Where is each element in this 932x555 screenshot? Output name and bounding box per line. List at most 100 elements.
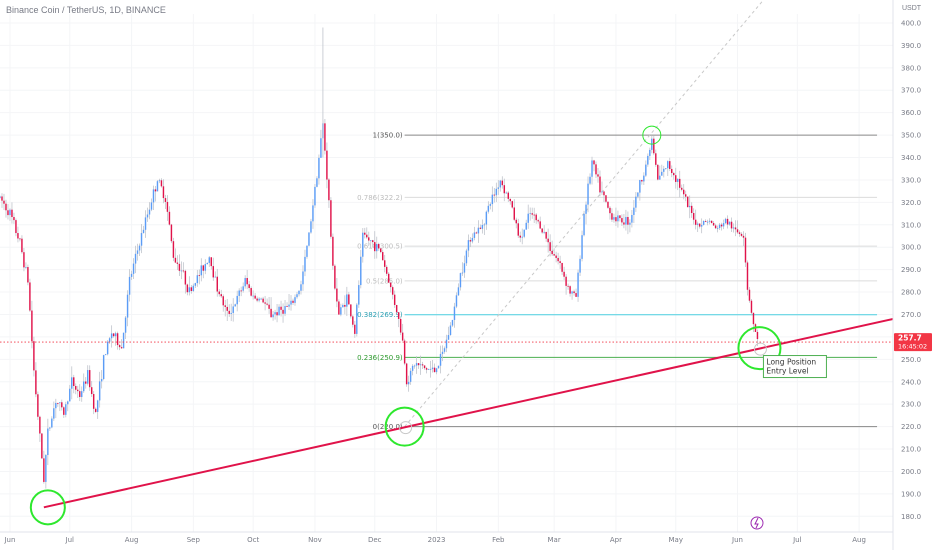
candle-body[interactable]: [90, 387, 93, 395]
candle-body[interactable]: [306, 245, 308, 257]
candle-body[interactable]: [340, 307, 342, 315]
candle-body[interactable]: [513, 207, 515, 220]
candle-body[interactable]: [314, 186, 316, 206]
candle-body[interactable]: [242, 286, 244, 291]
candle-body[interactable]: [684, 194, 687, 197]
candle-body[interactable]: [555, 255, 557, 258]
candle-body[interactable]: [463, 263, 466, 273]
candle-body[interactable]: [724, 218, 727, 224]
candle-body[interactable]: [413, 365, 416, 367]
candle-body[interactable]: [473, 232, 476, 238]
candle-body[interactable]: [188, 287, 191, 293]
candle-body[interactable]: [653, 138, 655, 154]
candle-body[interactable]: [67, 401, 69, 405]
candle-body[interactable]: [702, 220, 705, 225]
candle-body[interactable]: [51, 418, 53, 428]
candle-body[interactable]: [226, 306, 228, 311]
candle-body[interactable]: [106, 341, 109, 355]
candle-body[interactable]: [483, 224, 486, 226]
candle-body[interactable]: [192, 285, 195, 291]
candle-body[interactable]: [740, 233, 743, 236]
candle-body[interactable]: [535, 214, 537, 221]
candle-body[interactable]: [397, 312, 400, 319]
candle-body[interactable]: [597, 174, 599, 177]
candle-body[interactable]: [104, 354, 107, 356]
candle-body[interactable]: [575, 293, 577, 297]
candle-body[interactable]: [288, 304, 290, 307]
candle-body[interactable]: [290, 300, 292, 305]
candle-body[interactable]: [491, 194, 494, 205]
candle-body[interactable]: [467, 240, 470, 251]
candle-body[interactable]: [748, 289, 751, 301]
candle-body[interactable]: [266, 303, 268, 305]
candle-body[interactable]: [635, 196, 637, 208]
candle-body[interactable]: [302, 271, 304, 285]
candle-body[interactable]: [559, 261, 561, 263]
candle-body[interactable]: [372, 240, 374, 243]
candle-body[interactable]: [370, 240, 372, 242]
candle-body[interactable]: [352, 316, 354, 325]
candle-body[interactable]: [300, 284, 302, 291]
candle-body[interactable]: [663, 168, 665, 172]
candle-body[interactable]: [254, 295, 256, 299]
candle-body[interactable]: [569, 286, 571, 294]
candle-body[interactable]: [368, 237, 370, 241]
candle-body[interactable]: [671, 168, 673, 174]
candle-body[interactable]: [738, 232, 741, 234]
candle-body[interactable]: [661, 171, 663, 176]
candle-body[interactable]: [354, 324, 356, 334]
candle-body[interactable]: [515, 219, 517, 224]
candle-body[interactable]: [362, 232, 364, 257]
candle-body[interactable]: [720, 224, 723, 227]
candle-body[interactable]: [435, 368, 438, 373]
candle-body[interactable]: [563, 271, 565, 277]
candle-body[interactable]: [248, 284, 250, 289]
candle-body[interactable]: [380, 248, 382, 253]
candle-body[interactable]: [429, 368, 432, 370]
candle-body[interactable]: [13, 217, 15, 221]
candle-body[interactable]: [308, 232, 310, 246]
candle-body[interactable]: [573, 291, 575, 294]
candle-body[interactable]: [182, 270, 185, 272]
candle-body[interactable]: [268, 304, 270, 309]
candle-body[interactable]: [655, 153, 657, 165]
candle-body[interactable]: [511, 201, 513, 208]
candle-body[interactable]: [405, 363, 408, 385]
candle-body[interactable]: [517, 223, 519, 236]
candle-body[interactable]: [342, 304, 344, 308]
candle-body[interactable]: [449, 325, 452, 336]
candle-body[interactable]: [499, 180, 502, 188]
candle-body[interactable]: [23, 252, 25, 268]
candle-body[interactable]: [194, 283, 197, 286]
candle-body[interactable]: [395, 304, 398, 313]
candle-body[interactable]: [318, 157, 320, 179]
candle-body[interactable]: [712, 222, 715, 226]
candle-body[interactable]: [633, 207, 635, 215]
candle-body[interactable]: [543, 231, 545, 233]
candle-body[interactable]: [232, 306, 234, 313]
candle-body[interactable]: [316, 178, 318, 187]
candle-body[interactable]: [657, 164, 659, 180]
candle-body[interactable]: [27, 267, 29, 283]
candle-body[interactable]: [385, 266, 388, 274]
candle-body[interactable]: [615, 217, 617, 222]
candle-body[interactable]: [168, 211, 171, 225]
candle-body[interactable]: [589, 176, 591, 184]
candle-body[interactable]: [477, 227, 480, 234]
candle-body[interactable]: [425, 368, 428, 370]
candle-body[interactable]: [611, 213, 613, 220]
candle-body[interactable]: [523, 229, 525, 237]
candle-body[interactable]: [366, 234, 368, 238]
candle-body[interactable]: [83, 381, 85, 392]
candle-body[interactable]: [208, 257, 211, 263]
candle-body[interactable]: [531, 213, 533, 215]
candle-body[interactable]: [485, 211, 488, 225]
candle-body[interactable]: [138, 245, 141, 251]
candle-body[interactable]: [411, 365, 414, 371]
candle-body[interactable]: [156, 181, 159, 192]
candle-body[interactable]: [29, 282, 31, 311]
candle-body[interactable]: [326, 150, 328, 180]
candle-body[interactable]: [236, 295, 238, 305]
candle-body[interactable]: [465, 250, 468, 264]
